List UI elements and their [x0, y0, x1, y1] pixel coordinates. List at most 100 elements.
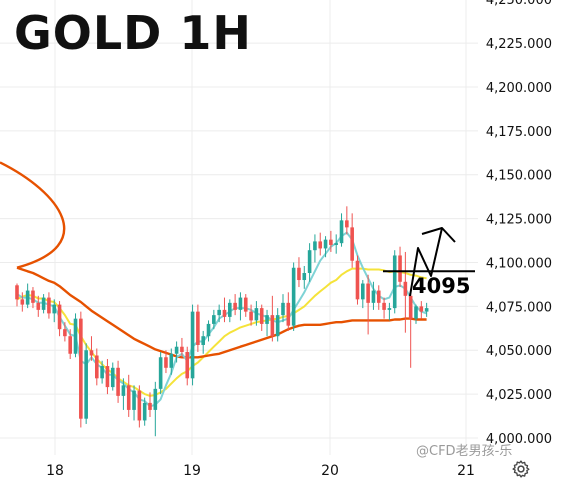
- y-tick-label: 4,000.000: [486, 432, 552, 447]
- candle-body: [15, 285, 19, 300]
- candle: [190, 304, 195, 386]
- candle: [376, 285, 381, 310]
- candle-body: [249, 311, 253, 321]
- candle: [323, 236, 328, 258]
- candle-body: [169, 353, 174, 368]
- y-tick-label: 4,025.000: [486, 388, 552, 403]
- candle: [366, 274, 370, 335]
- candle: [36, 295, 41, 317]
- candle: [79, 311, 83, 428]
- candle-body: [121, 385, 126, 396]
- y-tick-label: 4,225.000: [486, 37, 552, 52]
- candle: [174, 341, 179, 363]
- candle-body: [190, 311, 195, 379]
- candle: [233, 294, 237, 316]
- candle-body: [222, 309, 227, 317]
- candle-body: [110, 367, 115, 388]
- ma-line-yellow: [16, 267, 427, 397]
- candle: [52, 299, 57, 323]
- candle-body: [95, 355, 99, 379]
- candle: [84, 343, 88, 424]
- candle-body: [212, 315, 216, 324]
- candle: [105, 359, 110, 395]
- candle: [148, 392, 152, 417]
- candle: [121, 378, 126, 410]
- candle: [201, 330, 205, 354]
- candle: [100, 360, 104, 384]
- candle: [361, 280, 365, 309]
- candle-body: [63, 329, 67, 337]
- candle-body: [196, 311, 200, 345]
- candle-body: [361, 283, 365, 300]
- candle: [206, 320, 211, 342]
- candle: [350, 213, 354, 268]
- candle: [398, 246, 402, 288]
- candle: [334, 234, 338, 254]
- candle: [408, 288, 413, 368]
- candle-body: [313, 241, 317, 251]
- candle-body: [164, 357, 168, 368]
- candle-body: [318, 241, 323, 249]
- candle-body: [291, 267, 296, 326]
- candle: [419, 301, 424, 319]
- candle: [31, 287, 35, 309]
- x-tick-label: 20: [321, 463, 339, 479]
- candle-body: [201, 336, 205, 345]
- candle: [291, 262, 296, 331]
- candle-body: [345, 220, 349, 228]
- x-tick-label: 19: [183, 463, 201, 479]
- candle-body: [403, 281, 408, 296]
- candle: [249, 304, 253, 326]
- candle: [313, 234, 317, 263]
- candle-body: [302, 273, 307, 281]
- candle: [302, 265, 307, 289]
- price-annotation: [383, 227, 475, 297]
- candle-body: [57, 304, 62, 330]
- candle: [142, 397, 147, 426]
- candle-body: [323, 239, 328, 249]
- candle: [132, 385, 136, 421]
- candle: [382, 297, 386, 319]
- candle: [286, 292, 291, 331]
- candle-body: [265, 315, 269, 324]
- candle: [41, 294, 46, 314]
- candle-body: [334, 243, 338, 245]
- candle-body: [270, 315, 275, 337]
- ma-line-orange: [16, 266, 427, 359]
- candle-body: [398, 255, 402, 282]
- candle-body: [355, 260, 360, 300]
- candle: [403, 251, 408, 333]
- candle: [355, 255, 360, 305]
- candle: [110, 362, 115, 391]
- candle-body: [132, 390, 136, 410]
- candle-body: [142, 402, 147, 421]
- candle: [20, 292, 25, 312]
- y-tick-label: 4,125.000: [486, 213, 552, 228]
- candle-body: [408, 295, 413, 319]
- candle: [281, 294, 285, 323]
- candle-body: [387, 308, 392, 310]
- x-tick-label: 21: [457, 463, 475, 479]
- candle: [153, 381, 158, 437]
- candle: [185, 346, 190, 386]
- annotation-arrow-head: [421, 227, 456, 243]
- candle: [414, 304, 418, 324]
- candle: [254, 301, 259, 326]
- y-tick-label: 4,250.000: [486, 0, 552, 8]
- candle-body: [238, 297, 243, 310]
- gear-icon[interactable]: [511, 459, 531, 479]
- y-tick-label: 4,075.000: [486, 300, 552, 315]
- candle: [345, 206, 349, 235]
- candle: [196, 304, 200, 352]
- candle: [169, 348, 174, 375]
- candle-body: [419, 306, 424, 312]
- chart-title: GOLD 1H: [14, 6, 252, 60]
- candle-body: [297, 267, 301, 281]
- candle-body: [52, 304, 57, 314]
- ma-line-orange-extension: [0, 161, 66, 269]
- annotation-level-label: 4095: [412, 274, 471, 298]
- chart-grid: [0, 0, 478, 455]
- candle: [270, 295, 275, 342]
- candle-body: [350, 227, 354, 261]
